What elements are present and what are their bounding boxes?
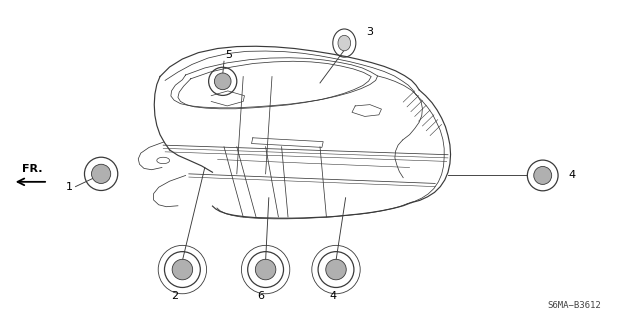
Text: 4: 4 — [329, 291, 337, 301]
Ellipse shape — [338, 35, 351, 51]
Text: S6MA−B3612: S6MA−B3612 — [548, 301, 602, 310]
Ellipse shape — [172, 259, 193, 280]
Ellipse shape — [255, 259, 276, 280]
Text: 4: 4 — [568, 170, 575, 181]
Text: FR.: FR. — [22, 164, 42, 174]
Text: 5: 5 — [226, 50, 232, 60]
Ellipse shape — [534, 167, 552, 184]
Ellipse shape — [326, 259, 346, 280]
Text: 3: 3 — [367, 27, 373, 37]
Text: 2: 2 — [171, 291, 179, 301]
Ellipse shape — [214, 73, 231, 90]
Text: 1: 1 — [66, 182, 72, 192]
Ellipse shape — [92, 164, 111, 183]
Text: 6: 6 — [258, 291, 264, 301]
